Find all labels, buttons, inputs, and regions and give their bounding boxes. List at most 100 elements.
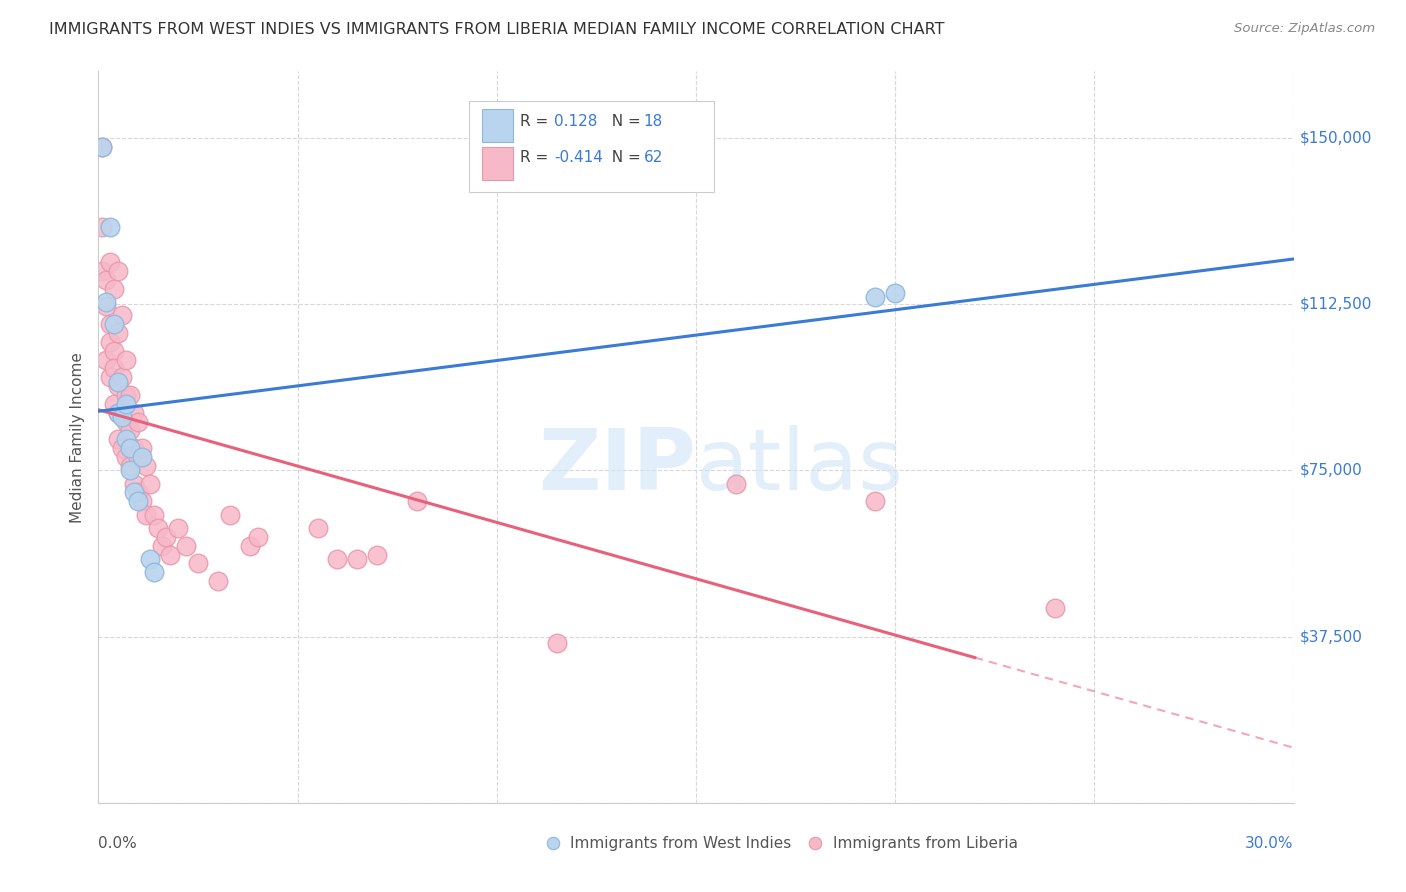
Point (174, 539, 197, 553)
Point (111, 410, 134, 425)
Point (187, 557, 209, 571)
Point (111, 308, 134, 322)
Point (115, 415, 138, 429)
Point (724, 476, 747, 491)
Text: 30.0%: 30.0% (1246, 836, 1294, 851)
Point (103, 361, 125, 376)
Point (120, 388, 142, 402)
Point (98, 370, 122, 384)
Point (865, 494, 887, 508)
Point (91, 264, 114, 278)
Point (139, 476, 162, 491)
Point (346, 552, 368, 566)
Point (115, 432, 138, 446)
Point (96, 273, 118, 287)
Point (219, 508, 242, 522)
Point (98, 317, 122, 331)
FancyBboxPatch shape (482, 109, 513, 143)
Text: 0.0%: 0.0% (98, 836, 138, 851)
Point (111, 370, 134, 384)
Point (91, 139, 114, 153)
Point (159, 548, 181, 562)
Point (107, 406, 129, 420)
Point (139, 552, 162, 566)
Point (143, 566, 166, 580)
Point (131, 450, 153, 464)
Point (131, 441, 153, 455)
Point (307, 521, 329, 535)
Point (124, 406, 146, 420)
Point (246, 530, 269, 544)
Point (111, 406, 134, 420)
Text: ZIP: ZIP (538, 425, 696, 508)
Point (135, 458, 157, 473)
Point (167, 521, 190, 535)
Text: 62: 62 (644, 150, 662, 165)
Point (127, 450, 149, 464)
Point (103, 397, 125, 411)
Point (115, 352, 138, 367)
Point (107, 432, 129, 446)
Point (143, 508, 166, 522)
Point (1043, 600, 1066, 615)
Point (124, 485, 146, 500)
FancyBboxPatch shape (482, 146, 513, 180)
Point (239, 539, 262, 553)
Point (366, 548, 388, 562)
Point (124, 441, 146, 455)
Text: Immigrants from Liberia: Immigrants from Liberia (834, 836, 1018, 851)
Point (546, 636, 568, 650)
Point (115, 388, 138, 402)
FancyBboxPatch shape (470, 101, 714, 192)
Y-axis label: Median Family Income: Median Family Income (70, 351, 86, 523)
Point (207, 574, 229, 589)
Point (96, 294, 118, 309)
Text: Immigrants from West Indies: Immigrants from West Indies (571, 836, 792, 851)
Text: 0.128: 0.128 (554, 114, 598, 128)
Point (115, 397, 138, 411)
Text: $150,000: $150,000 (1299, 130, 1372, 145)
Point (103, 343, 125, 358)
Point (107, 375, 129, 389)
Text: -0.414: -0.414 (554, 150, 603, 165)
Text: N =: N = (602, 114, 645, 128)
Point (127, 494, 149, 508)
Point (115, 450, 138, 464)
Text: $112,500: $112,500 (1299, 297, 1372, 311)
Point (406, 494, 429, 508)
Point (135, 508, 157, 522)
Text: 18: 18 (644, 114, 662, 128)
Point (91, 219, 114, 234)
Point (127, 415, 149, 429)
Point (98, 219, 122, 234)
Point (884, 285, 907, 300)
Text: IMMIGRANTS FROM WEST INDIES VS IMMIGRANTS FROM LIBERIA MEDIAN FAMILY INCOME CORR: IMMIGRANTS FROM WEST INDIES VS IMMIGRANT… (49, 22, 945, 37)
Point (155, 530, 177, 544)
Text: R =: R = (520, 150, 554, 165)
Point (120, 463, 142, 477)
Point (127, 485, 149, 500)
Point (91, 139, 114, 153)
Point (124, 476, 146, 491)
Point (96, 299, 118, 313)
Point (865, 290, 887, 304)
Point (120, 424, 142, 438)
Point (98, 334, 122, 349)
Point (98, 255, 122, 269)
Point (120, 441, 142, 455)
Text: Source: ZipAtlas.com: Source: ZipAtlas.com (1234, 22, 1375, 36)
Point (148, 521, 170, 535)
Text: R =: R = (520, 114, 554, 128)
Point (103, 317, 125, 331)
Point (96, 352, 118, 367)
Point (107, 406, 129, 420)
Text: N =: N = (602, 150, 645, 165)
Point (326, 552, 349, 566)
Point (107, 326, 129, 340)
Text: $37,500: $37,500 (1299, 629, 1362, 644)
Point (131, 494, 153, 508)
Text: atlas: atlas (696, 425, 904, 508)
Point (111, 441, 134, 455)
Point (103, 282, 125, 296)
Point (107, 379, 129, 393)
